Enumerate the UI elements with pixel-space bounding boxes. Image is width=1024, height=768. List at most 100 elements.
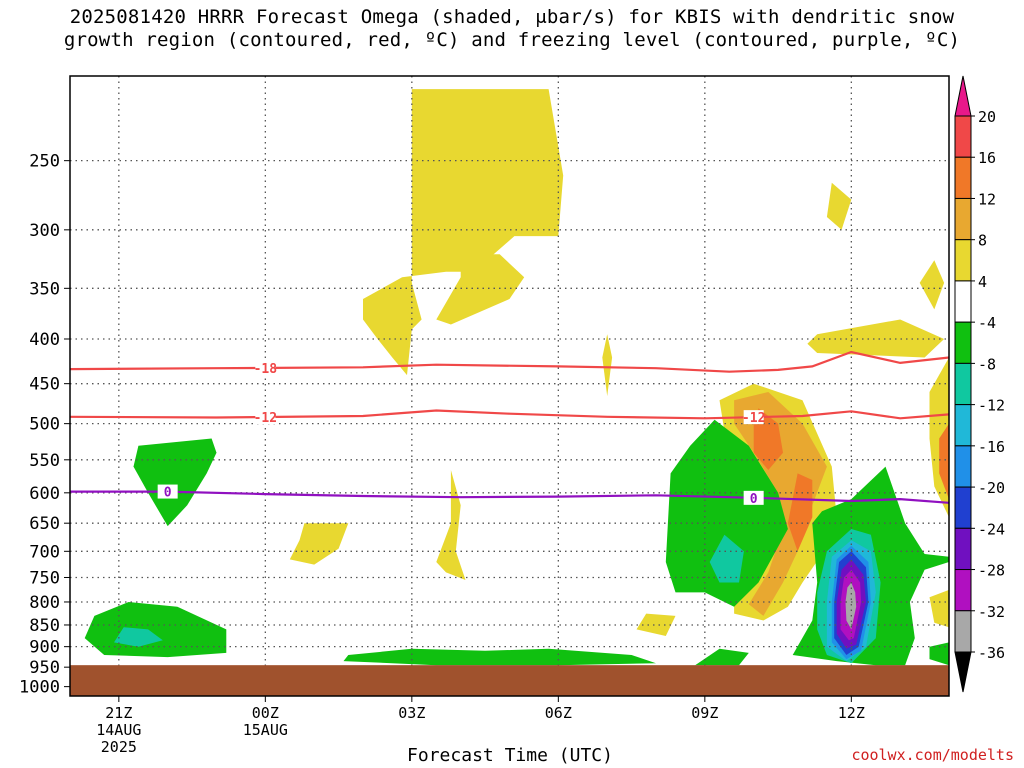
title-line-1: 2025081420 HRRR Forecast Omega (shaded, … (69, 6, 955, 28)
omega-region-31 (845, 582, 857, 630)
colorbar-label--16: -16 (978, 438, 1005, 456)
omega-region-20 (695, 648, 749, 666)
omega-region-18 (343, 648, 656, 666)
y-tick-label-1000: 1000 (19, 678, 60, 698)
y-tick-label-750: 750 (29, 568, 60, 588)
title-line-2: growth region (contoured, red, ºC) and f… (63, 29, 961, 51)
colorbar-swatch-7 (954, 404, 972, 447)
omega-region-8 (636, 613, 676, 636)
colorbar-bottom-arrow (954, 651, 972, 693)
x-tick-label-06Z: 06Z (545, 704, 572, 722)
omega-region-22 (929, 642, 949, 666)
contour-line--18 (69, 350, 950, 373)
omega-region-11 (929, 589, 949, 628)
pressure-axis: 2503003504004505005506006507007508008509… (19, 152, 70, 698)
colorbar-swatch-10 (954, 527, 972, 571)
x-tick-label-03Z: 03Z (398, 704, 425, 722)
y-tick-label-950: 950 (29, 658, 60, 678)
contour-label--12: -12 (254, 411, 277, 426)
omega-region-23 (114, 627, 163, 647)
contour-line--12 (69, 409, 950, 420)
x-tick-label-12Z: 12Z (838, 704, 865, 722)
omega-region-1 (436, 254, 525, 325)
contour-label--12: -12 (742, 411, 765, 426)
y-tick-label-450: 450 (29, 375, 60, 395)
colorbar-label-12: 12 (978, 190, 996, 208)
source-credit: coolwx.com/modelts (851, 746, 1014, 764)
colorbar-label--20: -20 (978, 479, 1005, 497)
colorbar-label--4: -4 (978, 314, 996, 332)
y-tick-label-500: 500 (29, 415, 60, 435)
contour-label-bg--18-0 (255, 360, 276, 375)
y-tick-label-650: 650 (29, 514, 60, 534)
omega-region-4 (807, 319, 945, 358)
contour-label-bg--12-0 (255, 410, 276, 425)
y-tick-label-600: 600 (29, 484, 60, 504)
colorbar-label--32: -32 (978, 603, 1005, 621)
x-tick-label-15AUG: 15AUG (243, 721, 288, 739)
colorbar-label--8: -8 (978, 355, 996, 373)
colorbar-swatch-6 (954, 362, 972, 406)
omega-region-5 (602, 334, 613, 397)
omega-region-2 (826, 182, 852, 230)
colorbar-label--28: -28 (978, 562, 1005, 580)
colorbar-swatch-0 (954, 115, 972, 158)
colorbar-swatch-12 (954, 610, 972, 653)
y-tick-label-800: 800 (29, 593, 60, 613)
colorbar-label-16: 16 (978, 149, 996, 167)
colorbar-swatch-5 (954, 321, 972, 364)
y-tick-label-550: 550 (29, 451, 60, 471)
omega-region-0 (363, 89, 564, 376)
y-tick-label-300: 300 (29, 221, 60, 241)
x-tick-label-21Z: 21Z (105, 704, 132, 722)
plot-frame (69, 75, 950, 697)
colorbar-top-arrow (954, 75, 972, 117)
y-tick-label-900: 900 (29, 638, 60, 658)
colorbar-label-20: 20 (978, 108, 996, 126)
colorbar-swatch-4 (954, 280, 972, 323)
colorbar-swatch-2 (954, 197, 972, 241)
omega-region-24 (709, 534, 744, 583)
colorbar-label--12: -12 (978, 397, 1005, 415)
x-tick-label-2025: 2025 (101, 738, 137, 756)
omega-region-14 (787, 473, 813, 552)
temperature-contours: -18 -12 -12 0 0 (69, 350, 950, 507)
colorbar-swatch-11 (954, 569, 972, 612)
y-tick-label-250: 250 (29, 152, 60, 172)
contour-label-0: 0 (750, 492, 758, 507)
colorbar-swatch-8 (954, 445, 972, 488)
colorbar-swatch-3 (954, 239, 972, 282)
y-tick-label-400: 400 (29, 330, 60, 350)
y-tick-label-700: 700 (29, 542, 60, 562)
contour-label-bg-0-1 (743, 490, 764, 505)
omega-shading (84, 89, 949, 666)
contour-label--18: -18 (254, 362, 278, 377)
y-tick-label-850: 850 (29, 616, 60, 636)
colorbar-label-8: 8 (978, 232, 987, 250)
colorbar-label--36: -36 (978, 644, 1005, 662)
contour-label-bg-0-0 (157, 484, 178, 499)
colorbar-label-4: 4 (978, 273, 987, 291)
colorbar-swatch-1 (954, 156, 972, 199)
x-tick-label-00Z: 00Z (252, 704, 279, 722)
y-tick-label-350: 350 (29, 279, 60, 299)
omega-region-19 (665, 419, 788, 607)
x-axis-label: Forecast Time (UTC) (407, 745, 613, 766)
omega-region-3 (919, 260, 945, 310)
below-ground-area (70, 665, 949, 696)
omega-region-17 (84, 602, 227, 658)
contour-line-0 (70, 490, 950, 504)
omega-region-15 (939, 423, 949, 500)
omega-region-7 (289, 523, 349, 565)
colorbar-legend: 20 16 12 8 4 -4 -8 -12 -16 -20 -24 -28 -32 -36 (954, 75, 1005, 693)
x-tick-label-09Z: 09Z (691, 704, 718, 722)
colorbar-label--24: -24 (978, 520, 1005, 538)
contour-label-bg--12-1 (743, 410, 764, 425)
colorbar-swatch-9 (954, 486, 972, 529)
x-tick-label-14AUG: 14AUG (96, 721, 141, 739)
chart-title: 2025081420 HRRR Forecast Omega (shaded, … (0, 6, 1024, 52)
omega-region-6 (436, 470, 466, 580)
omega-region-16 (133, 438, 217, 527)
